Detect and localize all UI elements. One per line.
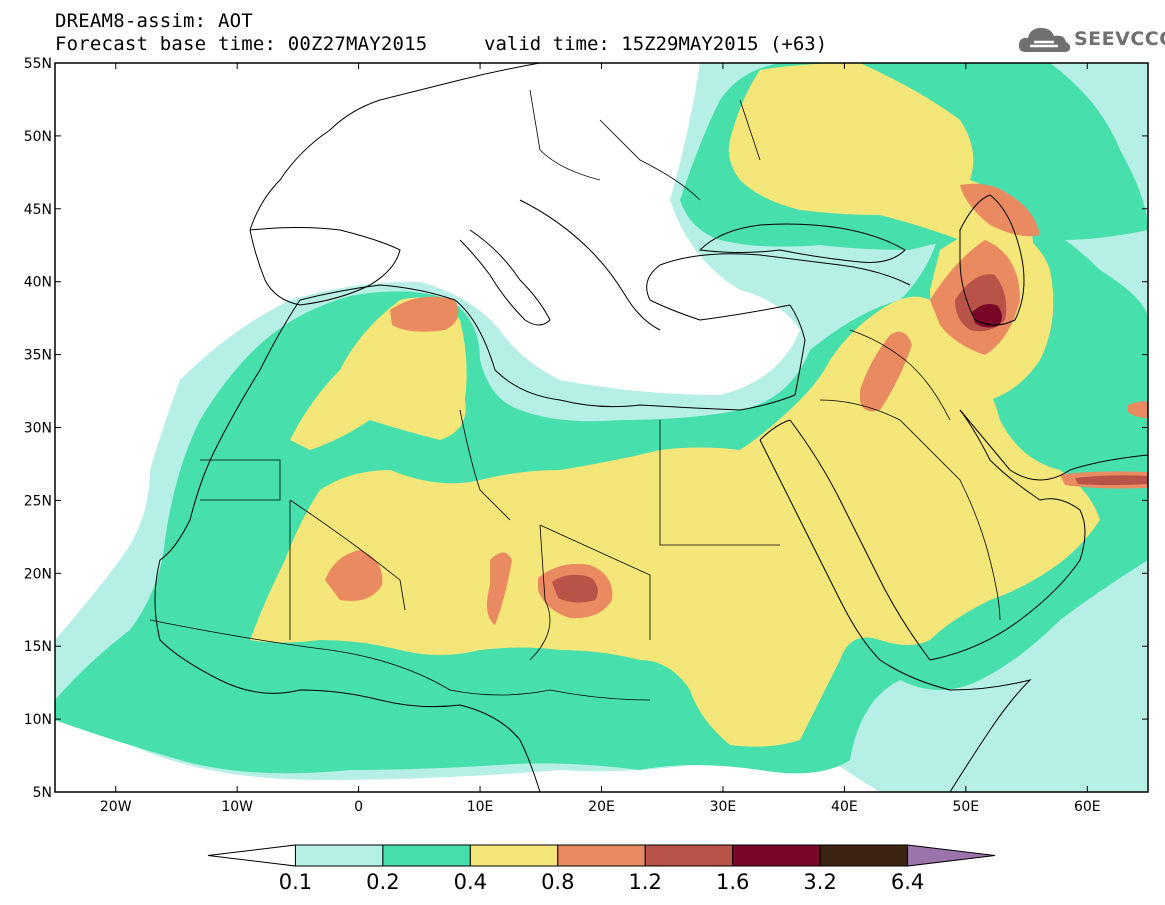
cloud-icon (1018, 28, 1071, 52)
coast-horn-of-africa (879, 659, 1032, 792)
lat-tick-label: 50N (24, 129, 52, 145)
coast-adriatic-greece (519, 199, 661, 331)
border-europe-east (529, 89, 761, 201)
aot-band-1.2-c (1075, 475, 1148, 485)
valid-time: valid time: 15Z29MAY2015 (+63) (484, 33, 828, 55)
border-sahel (149, 619, 651, 701)
aot-band-0.4-atlas (290, 297, 467, 450)
colorbar-segment (469, 844, 559, 867)
seevccc-logo: SEEVCCC (1018, 22, 1165, 56)
coast-turkey (646, 253, 911, 321)
border-mali-niger (289, 499, 406, 640)
aot-band-0.4 (250, 296, 1100, 747)
lon-tick-label: 30E (710, 799, 737, 815)
country-borders (149, 89, 1001, 701)
latitude-axis: 55N 50N 45N 40N 35N 30N 25N 20N 15N 10N 5N (24, 56, 1148, 801)
logo-text: SEEVCCC (1074, 28, 1165, 50)
aot-band-0.8-d (390, 296, 459, 332)
colorbar-label: 6.4 (890, 870, 925, 894)
lat-tick-label: 5N (33, 785, 52, 801)
coast-black-sea (698, 223, 906, 263)
lat-tick-label: 35N (24, 348, 52, 364)
coast-italy (459, 229, 551, 326)
colorbar-label: 0.4 (453, 870, 488, 894)
aot-band-1.2-a (552, 574, 598, 603)
coastlines (154, 63, 1148, 792)
aot-field (55, 63, 1148, 792)
border-algeria-libya (459, 409, 511, 521)
lon-tick-label: 60E (1074, 799, 1101, 815)
colorbar-segment (382, 844, 471, 867)
coast-gulf-of-guinea (379, 699, 541, 792)
lon-tick-label: 0 (354, 799, 363, 815)
coast-north-africa (299, 284, 796, 411)
aot-band-0.8-i (1128, 401, 1148, 418)
lat-tick-label: 55N (24, 56, 52, 72)
aot-band-0.4-north (728, 63, 1034, 260)
colorbar-segment (294, 844, 384, 867)
colorbar-label: 0.8 (541, 870, 575, 894)
border-libya-egypt-sudan (539, 420, 780, 640)
colorbar-label: 1.6 (715, 870, 750, 894)
lon-tick-label: 10W (221, 799, 253, 815)
colorbar-segment (732, 844, 821, 867)
lon-tick-label: 20E (588, 799, 615, 815)
lon-tick-label: 20W (100, 799, 132, 815)
lat-tick-label: 20N (24, 566, 52, 582)
lon-tick-label: 10E (467, 799, 494, 815)
aot-band-0.8-c (486, 552, 512, 625)
border-niger-chad (529, 524, 551, 661)
lat-tick-label: 40N (24, 275, 52, 291)
colorbar-segment (644, 844, 734, 867)
lat-tick-label: 30N (24, 421, 52, 437)
border-saudi (819, 399, 1001, 621)
coast-west-africa (154, 299, 381, 701)
coast-arabia (929, 409, 1086, 661)
lat-tick-label: 45N (24, 202, 52, 218)
border-iraq (849, 329, 951, 421)
aot-band-0.8-e (860, 331, 912, 412)
colorbar-label: 0.2 (366, 870, 400, 894)
coast-sinai (759, 419, 791, 441)
coast-persian-gulf (959, 409, 1148, 481)
lon-tick-label: 50E (952, 799, 979, 815)
aot-band-0.8-g (960, 183, 1040, 237)
lat-tick-label: 25N (24, 493, 52, 509)
coast-levant (789, 304, 806, 396)
longitude-axis: 20W 10W 0 10E 20E 30E 40E 50E 60E (100, 63, 1101, 815)
colorbar-segment (907, 844, 996, 867)
aot-band-0.8-a (325, 550, 383, 601)
coast-europe (249, 63, 541, 231)
coast-iberia (249, 227, 401, 306)
colorbar-segment (557, 844, 646, 867)
lon-tick-label: 40E (831, 799, 858, 815)
border-western-sahara (200, 459, 281, 501)
colorbar-label: 3.2 (803, 870, 837, 894)
colorbar-label: 0.1 (278, 870, 313, 894)
lat-tick-label: 10N (24, 712, 52, 728)
colorbar-segment (207, 844, 296, 867)
map-title: DREAM8-assim: AOT (55, 10, 253, 32)
colorbar-segment (819, 844, 909, 867)
lat-tick-label: 15N (24, 639, 52, 655)
colorbar-label: 1.2 (628, 870, 662, 894)
aot-colorbar (207, 844, 996, 867)
forecast-base-time: Forecast base time: 00Z27MAY2015 (55, 33, 428, 55)
coast-caspian (959, 194, 1025, 326)
coast-red-sea (759, 419, 931, 661)
